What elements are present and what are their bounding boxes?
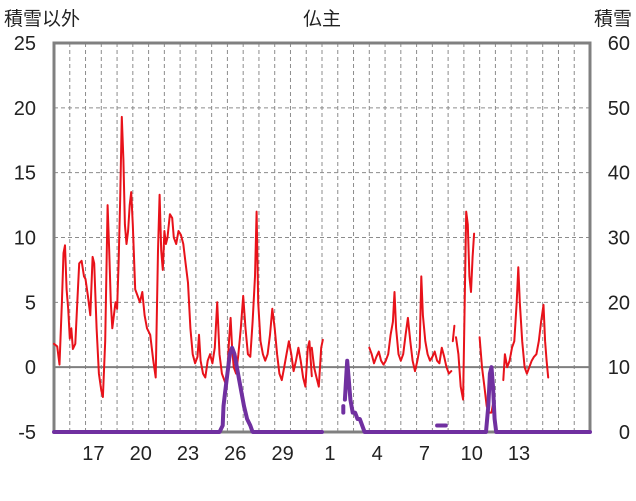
chart-title: 仏主	[303, 8, 341, 30]
series-1-segment-0	[52, 345, 324, 434]
series-0-segment-1	[310, 338, 324, 388]
right-tick-label: 60	[608, 33, 630, 55]
series-0-segment-6	[502, 266, 550, 382]
chart-titles: 積雪以外 仏主 積雪	[4, 8, 632, 30]
series-snow-depth	[52, 345, 592, 434]
left-tick-label: 20	[14, 98, 36, 120]
series-1-segment-2	[342, 358, 592, 434]
chart-series	[52, 115, 592, 434]
left-tick-label: 25	[14, 33, 36, 55]
x-tick-label: 20	[130, 443, 152, 465]
right-tick-label: 0	[619, 422, 630, 444]
series-temperature	[53, 115, 550, 414]
vertical-day-gridlines	[54, 43, 590, 432]
series-0-segment-4	[455, 210, 476, 401]
x-tick-label: 17	[82, 443, 104, 465]
right-tick-label: 40	[608, 163, 630, 185]
x-tick-label: 23	[177, 443, 199, 465]
left-axis-label: 積雪以外	[4, 8, 80, 30]
x-tick-label: 26	[224, 443, 246, 465]
x-tick-label: 13	[508, 443, 530, 465]
left-tick-label: 10	[14, 228, 36, 250]
left-tick-label: 0	[25, 357, 36, 379]
right-tick-label: 50	[608, 98, 630, 120]
x-tick-label: 4	[372, 443, 383, 465]
series-0-segment-2	[368, 275, 453, 375]
right-tick-label: 20	[608, 292, 630, 314]
left-tick-label: 5	[25, 292, 36, 314]
right-axis-label: 積雪	[594, 8, 632, 30]
x-tick-label: 1	[324, 443, 335, 465]
x-tick-label: 29	[271, 443, 293, 465]
left-tick-label: -5	[18, 422, 36, 444]
right-tick-label: 10	[608, 357, 630, 379]
x-tick-label: 10	[461, 443, 483, 465]
series-0-segment-0	[53, 115, 313, 398]
right-tick-label: 30	[608, 228, 630, 250]
left-tick-label: 15	[14, 163, 36, 185]
x-tick-label: 7	[419, 443, 430, 465]
series-0-segment-3	[451, 324, 456, 343]
